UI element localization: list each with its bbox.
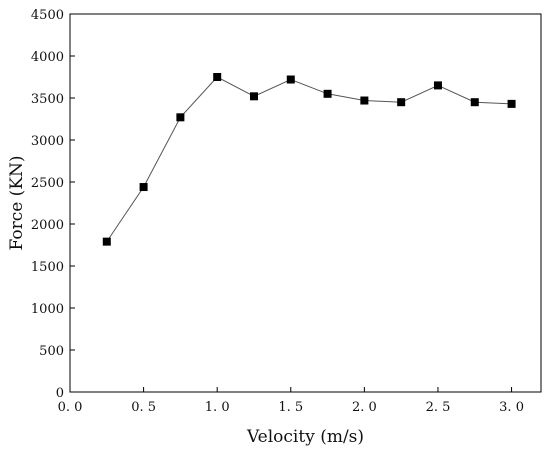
tick-labels: 0. 0 0. 5 1. 0 1. 5 2. 0 2. 5 3. 0 0 500 1000 1500… [31,8,524,415]
data-point [286,75,295,84]
y-tick-label: 1500 [31,260,64,275]
y-axis-title: Force (KN) [7,155,27,250]
data-point [360,96,369,105]
data-point [470,98,479,107]
x-tick-label: 2. 5 [426,400,451,415]
y-tick-label: 3500 [31,92,64,107]
data-point [139,183,148,192]
y-tick-label: 2500 [31,176,64,191]
axis-ticks [69,13,513,393]
y-tick-label: 4500 [31,8,64,23]
y-tick-label: 0 [56,386,64,401]
data-point [323,89,332,98]
series-line [106,76,512,242]
data-point [249,92,258,101]
y-tick-label: 1000 [31,302,64,317]
x-tick-label: 0. 5 [131,400,156,415]
x-tick-label: 2. 0 [352,400,377,415]
data-point [102,237,111,246]
plot-frame [69,13,542,393]
x-tick-label: 3. 0 [499,400,524,415]
data-point [397,98,406,107]
data-point [213,73,222,81]
y-tick-label: 2000 [31,218,64,233]
x-tick-label: 0. 0 [58,400,83,415]
x-tick-label: 1. 5 [278,400,303,415]
y-tick-label: 500 [39,344,64,359]
y-tick-label: 4000 [31,50,64,65]
data-point [507,99,516,108]
y-tick-label: 3000 [31,134,64,149]
x-tick-label: 1. 0 [205,400,230,415]
series-layer [102,73,516,246]
x-axis-title: Velocity (m/s) [246,427,364,447]
data-point [433,81,442,90]
data-point [176,113,185,122]
plot-area [69,13,542,393]
